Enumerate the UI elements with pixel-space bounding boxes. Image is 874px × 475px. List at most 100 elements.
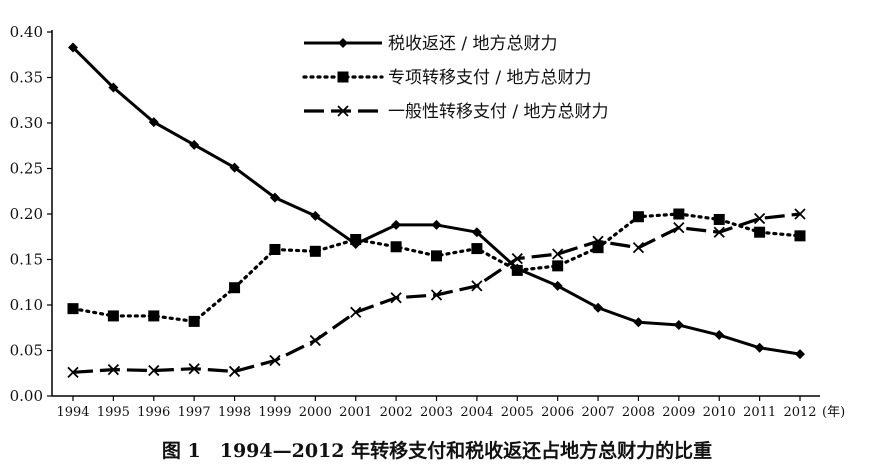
x-axis: 1994 1995 1996 1997 1998 1999 2000 2001 2002 2003… — [52, 395, 845, 420]
series-2 — [67, 208, 806, 327]
data-point-diamond — [148, 117, 159, 128]
cross-stroke — [592, 235, 604, 247]
data-point-square — [229, 282, 241, 294]
y-tick-label: 0.20 — [10, 205, 43, 223]
cross-stroke — [390, 292, 402, 304]
data-point-diamond — [714, 330, 725, 341]
cross-stroke — [794, 208, 806, 220]
legend-label: 一般性转移支付 / 地方总财力 — [388, 102, 609, 122]
data-point-diamond — [269, 192, 280, 203]
data-point-cross — [228, 365, 241, 378]
x-tick-label: 2008 — [622, 405, 655, 420]
x-tick-label: 2003 — [420, 405, 453, 420]
x-tick-label: 1998 — [218, 405, 251, 420]
cross-stroke — [511, 252, 523, 265]
data-point-cross — [632, 242, 645, 254]
data-point-diamond — [391, 219, 402, 230]
y-tick-label: 0.35 — [10, 69, 43, 87]
x-tick-label: 2004 — [460, 405, 493, 420]
data-point-cross — [552, 248, 564, 260]
y-tick-label: 0.10 — [10, 296, 43, 314]
data-point-diamond — [552, 280, 563, 291]
data-point-square — [350, 233, 362, 245]
cross-stroke — [753, 212, 766, 225]
data-point-square — [794, 230, 806, 242]
legend-entry-1: 税收返还 / 地方总财力 — [304, 34, 558, 54]
legend-entry-2: 专项转移支付 / 地方总财力 — [302, 68, 592, 88]
y-tick-label: 0.30 — [10, 114, 43, 132]
series-3 — [67, 208, 806, 378]
data-point-cross — [673, 222, 685, 234]
y-tick-label: 0.05 — [10, 342, 43, 360]
data-point-cross — [107, 363, 120, 376]
cross-stroke — [430, 289, 443, 301]
x-tick-label: 1995 — [97, 405, 130, 420]
cross-stroke — [67, 366, 79, 378]
cross-stroke — [228, 365, 241, 378]
legend-entry-3: 一般性转移支付 / 地方总财力 — [304, 102, 609, 122]
data-point-diamond — [593, 302, 604, 313]
data-point-square — [148, 310, 160, 322]
series-layer — [67, 42, 806, 378]
data-point-square — [592, 242, 604, 254]
cross-stroke — [673, 222, 685, 234]
cross-stroke — [269, 354, 281, 367]
cross-stroke — [337, 105, 349, 117]
x-tick-label: 2005 — [501, 405, 534, 420]
data-point-diamond — [68, 42, 78, 53]
data-point-square — [431, 250, 442, 262]
x-tick-label: 2011 — [743, 405, 776, 420]
data-point-cross — [753, 212, 766, 225]
data-point-square — [390, 241, 402, 253]
x-tick-label: 2000 — [299, 405, 332, 420]
series-line — [72, 212, 801, 374]
data-point-diamond — [229, 162, 240, 173]
data-point-diamond — [471, 227, 482, 238]
cross-stroke — [309, 334, 321, 347]
data-point-cross — [148, 364, 160, 377]
data-point-cross — [188, 363, 200, 375]
y-tick-label: 0.00 — [10, 387, 43, 405]
data-point-cross — [794, 208, 806, 220]
data-point-square — [188, 315, 200, 327]
data-point-cross — [269, 354, 281, 367]
x-tick-label: 2002 — [380, 405, 413, 420]
data-point-cross — [511, 252, 523, 265]
cross-stroke — [471, 280, 483, 292]
x-tick-label: 2009 — [662, 405, 695, 420]
y-tick-label: 0.40 — [10, 23, 43, 41]
data-point-diamond — [431, 219, 442, 230]
legend-label: 税收返还 / 地方总财力 — [388, 34, 558, 54]
cross-stroke — [552, 248, 564, 260]
x-tick-label: 2007 — [582, 405, 615, 420]
series-1 — [68, 42, 805, 360]
cross-stroke — [713, 226, 725, 238]
cross-stroke — [188, 363, 200, 375]
data-point-square — [552, 260, 564, 272]
x-tick-label: 1997 — [178, 405, 211, 420]
data-point-cross — [390, 292, 402, 304]
data-point-square — [269, 243, 281, 255]
data-point-square — [632, 211, 644, 223]
cross-stroke — [107, 363, 120, 376]
x-tick-label: 1994 — [56, 405, 89, 420]
cross-stroke — [148, 364, 160, 377]
data-point-cross — [350, 306, 362, 318]
data-point-square — [511, 264, 523, 276]
data-point-cross — [430, 289, 443, 301]
x-tick-label: 2006 — [541, 405, 574, 420]
data-point-cross — [309, 334, 321, 347]
figure-caption: 图 1 1994—2012 年转移支付和税收返还占地方总财力的比重 — [161, 440, 713, 462]
x-tick-label: 2010 — [703, 405, 736, 420]
data-point-diamond — [310, 210, 321, 221]
data-point-cross — [713, 226, 725, 238]
data-point-square — [107, 310, 119, 322]
series-line — [71, 46, 801, 356]
cross-stroke — [350, 306, 362, 318]
data-point-diamond — [189, 139, 200, 150]
x-axis-unit-label: (年) — [822, 405, 845, 420]
data-point-square — [309, 245, 321, 257]
data-point-diamond — [795, 349, 805, 360]
data-point-square — [337, 71, 349, 83]
chart: 0.00 0.05 0.10 0.15 0.20 0.25 0.30 0.35 0.40 199… — [10, 23, 846, 420]
